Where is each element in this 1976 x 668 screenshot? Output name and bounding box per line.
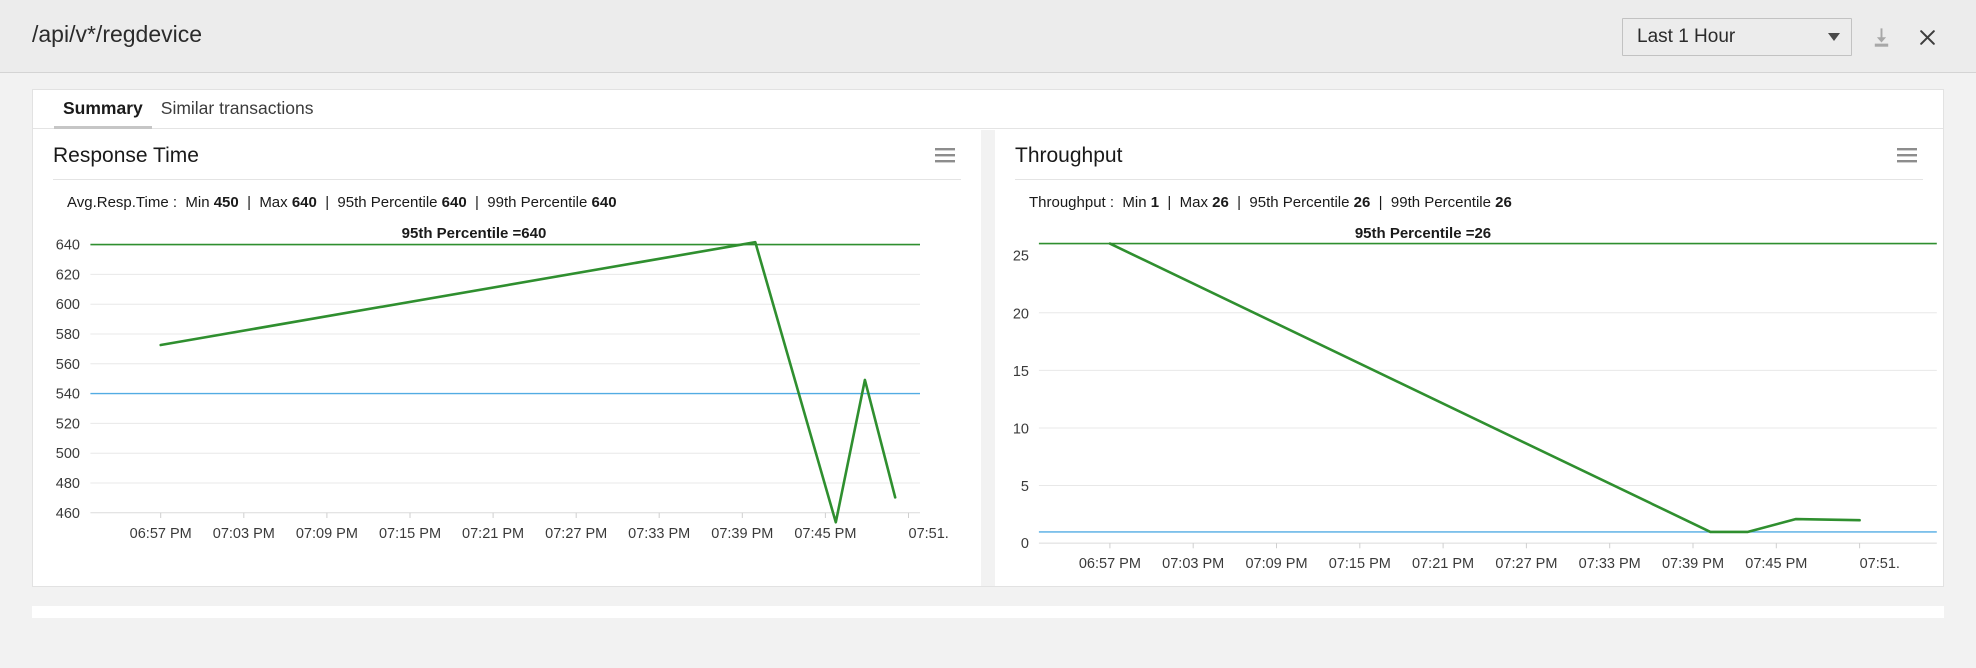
svg-text:07:15 PM: 07:15 PM [1329,556,1391,572]
svg-text:520: 520 [56,416,80,432]
svg-text:620: 620 [56,267,80,283]
svg-text:07:03 PM: 07:03 PM [213,526,275,542]
svg-text:580: 580 [56,327,80,343]
svg-text:640: 640 [56,238,80,254]
svg-text:07:03 PM: 07:03 PM [1162,556,1224,572]
svg-text:07:21 PM: 07:21 PM [462,526,524,542]
svg-text:460: 460 [56,506,80,522]
svg-text:07:15 PM: 07:15 PM [379,526,441,542]
svg-text:560: 560 [56,357,80,373]
svg-text:10: 10 [1013,422,1029,438]
svg-text:600: 600 [56,297,80,313]
svg-text:07:33 PM: 07:33 PM [1579,556,1641,572]
svg-text:95th Percentile =26: 95th Percentile =26 [1355,225,1491,242]
svg-text:25: 25 [1013,249,1029,265]
svg-text:95th Percentile =640: 95th Percentile =640 [402,225,547,242]
svg-text:5: 5 [1021,479,1029,495]
svg-text:07:39 PM: 07:39 PM [711,526,773,542]
svg-text:07:33 PM: 07:33 PM [628,526,690,542]
svg-text:07:27 PM: 07:27 PM [545,526,607,542]
svg-text:500: 500 [56,446,80,462]
svg-text:07:09 PM: 07:09 PM [1245,556,1307,572]
svg-text:06:57 PM: 06:57 PM [1079,556,1141,572]
svg-text:07:21 PM: 07:21 PM [1412,556,1474,572]
svg-text:06:57 PM: 06:57 PM [130,526,192,542]
svg-text:20: 20 [1013,306,1029,322]
svg-text:07:09 PM: 07:09 PM [296,526,358,542]
svg-text:15: 15 [1013,364,1029,380]
svg-text:540: 540 [56,387,80,403]
svg-text:07:51.: 07:51. [1860,556,1900,572]
svg-text:07:51.: 07:51. [909,526,949,542]
svg-text:07:27 PM: 07:27 PM [1495,556,1557,572]
svg-text:480: 480 [56,476,80,492]
svg-text:07:45 PM: 07:45 PM [794,526,856,542]
svg-text:0: 0 [1021,536,1029,552]
svg-text:07:39 PM: 07:39 PM [1662,556,1724,572]
svg-text:07:45 PM: 07:45 PM [1745,556,1807,572]
